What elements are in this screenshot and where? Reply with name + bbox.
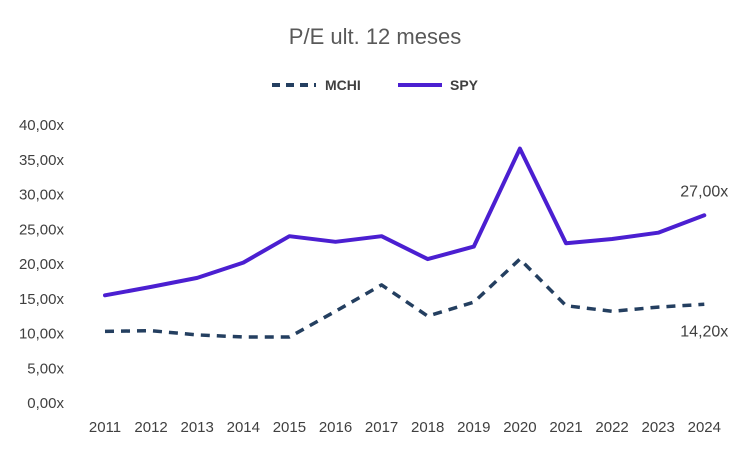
data-label-mchi: 14,20x <box>680 323 728 340</box>
x-tick-label: 2016 <box>319 419 352 436</box>
data-label-spy: 27,00x <box>680 183 728 200</box>
y-tick-label: 5,00x <box>27 360 64 377</box>
y-tick-label: 35,00x <box>19 152 65 169</box>
x-tick-label: 2019 <box>457 419 490 436</box>
chart-title: P/E ult. 12 meses <box>289 24 461 49</box>
y-tick-label: 20,00x <box>19 256 65 273</box>
x-axis: 2011 2012 2013 2014 2015 2016 2017 2018 2019 2020… <box>89 419 721 436</box>
x-tick-label: 2011 <box>89 419 121 436</box>
legend-label-spy: SPY <box>450 77 479 93</box>
x-tick-label: 2012 <box>134 419 167 436</box>
series-line-mchi <box>104 257 705 339</box>
legend-label-mchi: MCHI <box>325 77 361 93</box>
y-tick-label: 40,00x <box>19 117 65 134</box>
x-tick-label: 2024 <box>688 419 721 436</box>
y-axis: 0,00x 5,00x 10,00x 15,00x 20,00x 25,00x 30,00x… <box>19 117 65 412</box>
series-line-spy <box>103 146 707 298</box>
y-tick-label: 10,00x <box>19 326 65 343</box>
x-tick-label: 2014 <box>227 419 260 436</box>
x-tick-label: 2017 <box>365 419 398 436</box>
x-tick-label: 2021 <box>549 419 582 436</box>
annotation-layer: 27,00x 14,20x <box>680 183 728 340</box>
x-tick-label: 2015 <box>273 419 306 436</box>
y-tick-label: 0,00x <box>27 395 64 412</box>
series-layer <box>103 146 707 339</box>
x-tick-label: 2018 <box>411 419 444 436</box>
x-tick-label: 2013 <box>181 419 214 436</box>
y-tick-label: 25,00x <box>19 221 65 238</box>
y-tick-label: 15,00x <box>19 291 65 308</box>
y-tick-label: 30,00x <box>19 187 65 204</box>
x-tick-label: 2020 <box>503 419 536 436</box>
x-tick-label: 2023 <box>642 419 675 436</box>
legend: MCHI SPY <box>272 77 479 93</box>
x-tick-label: 2022 <box>595 419 628 436</box>
